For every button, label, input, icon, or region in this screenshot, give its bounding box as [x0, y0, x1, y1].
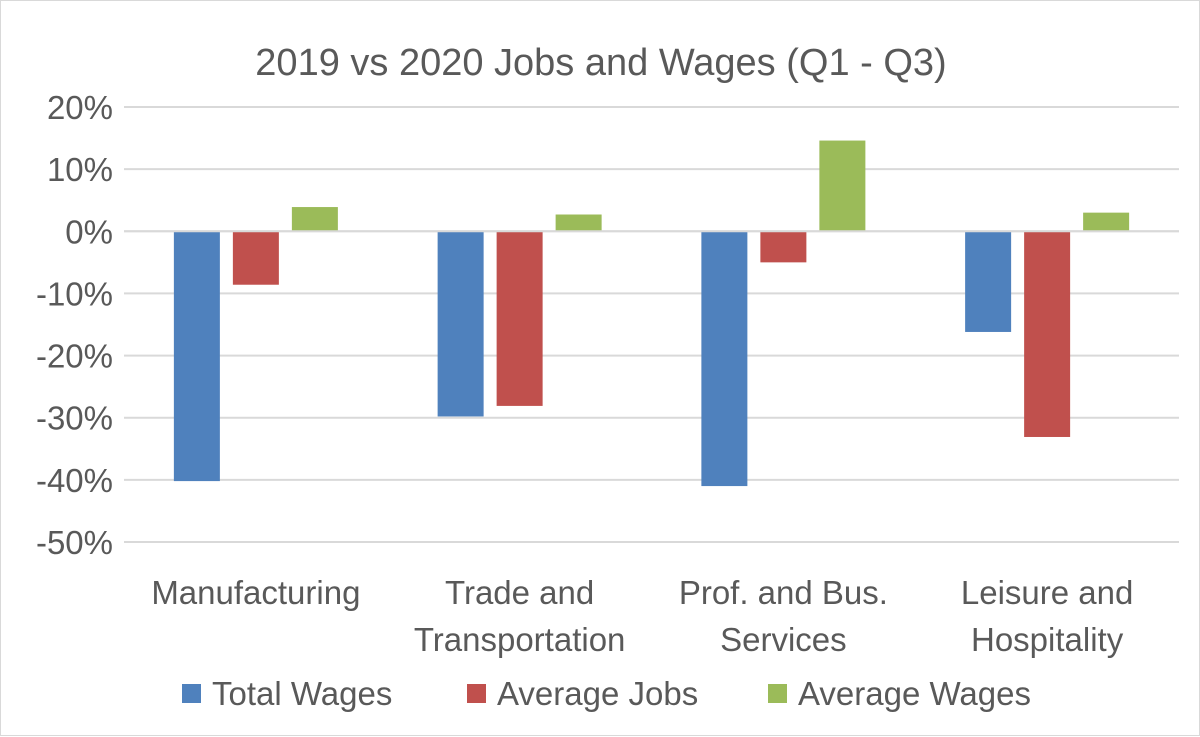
bar-average-jobs — [496, 231, 543, 406]
bar-average-wages — [555, 214, 602, 232]
y-tick-label: -40% — [36, 462, 113, 499]
bar-average-jobs — [232, 231, 279, 285]
y-tick-label: -30% — [36, 400, 113, 437]
gridlines — [124, 106, 1179, 543]
x-category-label: Trade and — [445, 574, 594, 611]
bar-total-wages — [437, 231, 484, 417]
x-axis-categories: Manufacturing Trade and Transportation Prof… — [151, 574, 1133, 658]
bar-total-wages — [701, 231, 748, 487]
x-category-label: Prof. and Bus. — [679, 574, 888, 611]
legend-swatch — [467, 684, 486, 703]
y-tick-label: -20% — [36, 338, 113, 375]
bars — [124, 140, 1179, 487]
x-category-label: Manufacturing — [151, 574, 360, 611]
y-tick-label: -50% — [36, 524, 113, 561]
legend-label: Average Jobs — [497, 675, 698, 712]
x-category-label: Services — [720, 621, 847, 658]
legend-swatch — [182, 684, 201, 703]
legend-label: Average Wages — [798, 675, 1031, 712]
bar-average-wages — [1083, 212, 1130, 232]
bar-total-wages — [965, 231, 1012, 332]
y-tick-label: -10% — [36, 275, 113, 312]
legend-label: Total Wages — [212, 675, 392, 712]
bar-average-jobs — [760, 231, 807, 263]
x-category-label: Hospitality — [971, 621, 1124, 658]
bar-average-jobs — [1024, 231, 1071, 437]
y-tick-label: 20% — [47, 89, 113, 126]
y-tick-label: 10% — [47, 151, 113, 188]
legend: Total Wages Average Jobs Average Wages — [182, 675, 1031, 712]
bar-average-wages — [291, 207, 338, 232]
y-axis-ticks: 20% 10% 0% -10% -20% -30% -40% -50% — [36, 89, 113, 561]
bar-total-wages — [173, 231, 220, 482]
legend-swatch — [768, 684, 787, 703]
x-category-label: Leisure and — [961, 574, 1133, 611]
bar-average-wages — [819, 140, 866, 232]
chart-title: 2019 vs 2020 Jobs and Wages (Q1 - Q3) — [255, 42, 946, 84]
y-tick-label: 0% — [65, 213, 113, 250]
x-category-label: Transportation — [414, 621, 626, 658]
